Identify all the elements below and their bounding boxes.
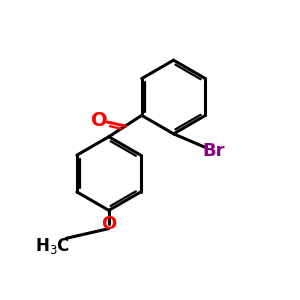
Text: H$_3$C: H$_3$C <box>35 236 70 256</box>
Text: O: O <box>101 214 116 232</box>
Text: O: O <box>91 111 107 130</box>
Text: Br: Br <box>202 142 225 160</box>
